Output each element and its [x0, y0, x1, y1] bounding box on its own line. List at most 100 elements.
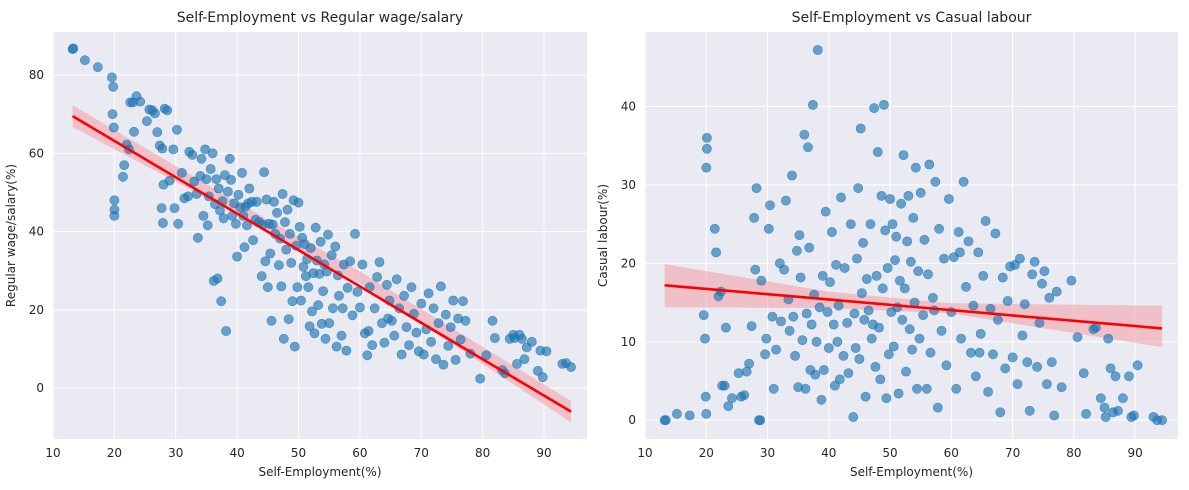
y-tick-label: 40: [621, 99, 636, 113]
plot-background: [645, 32, 1178, 439]
data-point: [162, 105, 173, 116]
data-point: [790, 350, 800, 361]
data-point: [324, 318, 335, 329]
data-point: [176, 167, 187, 178]
data-point: [932, 402, 943, 413]
data-point: [428, 303, 439, 314]
data-point: [684, 410, 695, 421]
data-point: [953, 227, 964, 237]
data-point: [880, 225, 891, 236]
data-point: [963, 236, 974, 247]
data-point: [107, 109, 118, 120]
data-point: [1002, 296, 1013, 306]
data-point: [914, 333, 925, 344]
data-point: [187, 149, 198, 160]
data-point: [814, 302, 825, 313]
data-point: [832, 336, 843, 347]
data-point: [749, 212, 759, 223]
x-tick-label: 70: [1005, 446, 1020, 460]
data-point: [218, 213, 229, 224]
data-point: [1129, 410, 1139, 421]
data-point: [119, 160, 130, 170]
data-point: [363, 326, 374, 336]
scatter-points: [67, 43, 576, 384]
data-point: [930, 176, 941, 187]
x-tick-label: 50: [882, 446, 897, 460]
data-point: [727, 393, 737, 404]
data-point: [221, 326, 231, 336]
data-point: [923, 269, 933, 280]
y-tick-label: 0: [36, 381, 44, 395]
data-point: [902, 236, 913, 247]
data-point: [256, 271, 267, 282]
regression-line: [71, 115, 572, 413]
data-point: [336, 330, 347, 341]
data-point: [768, 383, 779, 394]
x-tick-label: 40: [229, 446, 244, 460]
x-tick-label: 80: [475, 446, 490, 460]
data-point: [891, 231, 902, 242]
data-point: [152, 127, 163, 138]
data-point: [698, 310, 709, 320]
data-point: [906, 256, 916, 267]
data-point: [1132, 360, 1143, 371]
data-point: [168, 144, 179, 155]
data-point: [869, 103, 879, 113]
data-point: [519, 354, 530, 365]
data-point: [1066, 275, 1077, 286]
data-point: [767, 311, 778, 322]
data-point: [870, 361, 881, 372]
data-point: [396, 349, 407, 360]
data-point: [1118, 393, 1128, 404]
data-point: [107, 72, 117, 83]
data-point: [156, 203, 167, 213]
data-point: [487, 315, 498, 326]
data-point: [230, 218, 241, 229]
data-point: [810, 369, 821, 380]
data-point: [323, 229, 333, 240]
data-point: [901, 366, 911, 377]
data-point: [912, 383, 922, 394]
data-point: [450, 354, 461, 365]
data-point: [787, 170, 797, 181]
data-point: [283, 314, 294, 325]
data-point: [974, 347, 985, 358]
data-point: [990, 228, 1001, 239]
data-point: [733, 368, 744, 378]
data-point: [849, 308, 860, 319]
data-point: [342, 282, 353, 293]
data-point: [834, 374, 845, 385]
data-point: [812, 45, 823, 55]
data-point: [337, 303, 348, 314]
y-tick-label: 20: [621, 256, 636, 270]
data-point: [92, 62, 103, 73]
data-point: [265, 248, 276, 259]
data-point: [157, 143, 168, 154]
data-point: [305, 243, 316, 253]
data-point: [202, 220, 213, 231]
data-point: [779, 264, 789, 275]
data-point: [537, 372, 548, 383]
y-tick-labels: 0 10 20 30 40: [621, 99, 636, 427]
data-point: [915, 187, 926, 198]
data-point: [1007, 352, 1018, 363]
data-point: [541, 346, 552, 357]
data-point: [362, 350, 373, 361]
data-point: [399, 290, 409, 301]
data-point: [1105, 363, 1116, 374]
data-point: [975, 328, 986, 339]
data-point: [309, 328, 320, 339]
data-point: [411, 327, 422, 338]
data-point: [213, 183, 224, 194]
data-point: [216, 296, 227, 307]
data-point: [756, 275, 767, 286]
x-tick-label: 10: [45, 446, 60, 460]
data-point: [817, 270, 828, 281]
data-point: [1029, 256, 1040, 267]
data-point: [799, 129, 810, 140]
data-point: [944, 194, 954, 204]
data-point: [294, 221, 305, 232]
data-point: [854, 354, 865, 364]
data-point: [304, 321, 315, 332]
data-point: [280, 217, 290, 228]
